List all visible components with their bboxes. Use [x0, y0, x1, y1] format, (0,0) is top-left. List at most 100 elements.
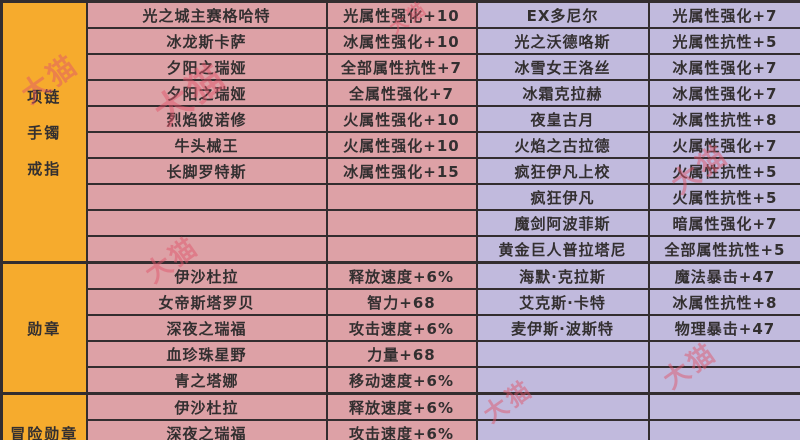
stat-value-cell: 冰属性强化+15: [325, 157, 478, 185]
item-name-cell: 海默·克拉斯: [475, 261, 650, 290]
stat-value-cell: 释放速度+6%: [325, 392, 478, 421]
table-row: 夕阳之瑞娅 全部属性抗性+7 冰雪女王洛丝 冰属性强化+7: [2, 53, 800, 81]
item-name-cell: 牛头械王: [85, 131, 328, 159]
item-name-cell: 夕阳之瑞娅: [85, 79, 328, 107]
stat-value-cell: 攻击速度+6%: [325, 419, 478, 440]
table-row: 女帝斯塔罗贝 智力+68 艾克斯·卡特 冰属性抗性+8: [2, 288, 800, 316]
table-row: 烈焰彼诺修 火属性强化+10 夜皇古月 冰属性抗性+8: [2, 105, 800, 133]
stat-value-cell: 火属性强化+10: [325, 105, 478, 133]
category-label-group: 项链 手镯 戒指: [5, 5, 84, 261]
stat-value-cell: 冰属性抗性+8: [647, 105, 800, 133]
stat-value-cell: 光属性抗性+5: [647, 27, 800, 55]
stat-value-cell: 冰属性强化+7: [647, 53, 800, 81]
item-name-cell: 青之塔娜: [85, 366, 328, 395]
stat-value-cell: 冰属性抗性+8: [647, 288, 800, 316]
table-row: 黄金巨人普拉塔尼 全部属性抗性+5: [2, 235, 800, 264]
table-row: 勋章 伊沙杜拉 释放速度+6% 海默·克拉斯 魔法暴击+47: [0, 261, 800, 395]
item-name-cell: 魔剑阿波菲斯: [475, 209, 650, 237]
empty-cell: [325, 235, 478, 264]
table-row: 冒险勋章 伊沙杜拉 释放速度+6%: [0, 392, 800, 440]
item-name-cell: 血珍珠星野: [85, 340, 328, 368]
item-name-cell: 黄金巨人普拉塔尼: [475, 235, 650, 264]
stat-value-cell: 火属性抗性+5: [647, 157, 800, 185]
table-row: 项链 手镯 戒指 光之城主赛格哈特 光属性强化+10 EX多尼尔 光属性强化+7: [0, 0, 800, 264]
empty-cell: [325, 183, 478, 211]
item-name-cell: EX多尼尔: [475, 0, 650, 29]
item-name-cell: 光之城主赛格哈特: [85, 0, 328, 29]
stat-value-cell: 火属性强化+7: [647, 131, 800, 159]
stat-value-cell: 移动速度+6%: [325, 366, 478, 395]
item-name-cell: 深夜之瑞福: [85, 314, 328, 342]
table-row: 魔剑阿波菲斯 暗属性强化+7: [2, 209, 800, 237]
table-row: 长脚罗特斯 冰属性强化+15 疯狂伊凡上校 火属性抗性+5: [2, 157, 800, 185]
category-cell-medal: 勋章: [0, 261, 88, 395]
stat-value-cell: 物理暴击+47: [647, 314, 800, 342]
section-necklace-bracelet-ring: 项链 手镯 戒指 光之城主赛格哈特 光属性强化+10 EX多尼尔 光属性强化+7 冰龙斯卡萨冰…: [0, 0, 800, 264]
table-row: 青之塔娜 移动速度+6%: [2, 366, 800, 395]
empty-cell: [647, 419, 800, 440]
category-label-group: 勋章: [5, 266, 84, 392]
empty-cell: [647, 366, 800, 395]
stat-value-cell: 全属性强化+7: [325, 79, 478, 107]
category-label: 勋章: [27, 319, 62, 338]
empty-cell: [475, 340, 650, 368]
stat-value-cell: 光属性强化+10: [325, 0, 478, 29]
empty-cell: [647, 392, 800, 421]
category-label-group: 冒险勋章: [5, 397, 84, 440]
item-name-cell: 伊沙杜拉: [85, 392, 328, 421]
stat-value-cell: 暗属性强化+7: [647, 209, 800, 237]
item-name-cell: 艾克斯·卡特: [475, 288, 650, 316]
item-name-cell: 深夜之瑞福: [85, 419, 328, 440]
category-label: 手镯: [27, 123, 62, 142]
category-cell-necklace-bracelet-ring: 项链 手镯 戒指: [0, 0, 88, 264]
item-name-cell: 长脚罗特斯: [85, 157, 328, 185]
stat-value-cell: 火属性强化+10: [325, 131, 478, 159]
item-name-cell: 麦伊斯·波斯特: [475, 314, 650, 342]
item-name-cell: 女帝斯塔罗贝: [85, 288, 328, 316]
item-name-cell: 冰霜克拉赫: [475, 79, 650, 107]
empty-cell: [475, 419, 650, 440]
category-label: 戒指: [27, 159, 62, 178]
stat-value-cell: 智力+68: [325, 288, 478, 316]
table-row: 深夜之瑞福 攻击速度+6%: [2, 419, 800, 440]
stat-value-cell: 冰属性强化+10: [325, 27, 478, 55]
stat-value-cell: 释放速度+6%: [325, 261, 478, 290]
category-cell-adventure-medal: 冒险勋章: [0, 392, 88, 440]
item-name-cell: 火焰之古拉德: [475, 131, 650, 159]
stat-value-cell: 力量+68: [325, 340, 478, 368]
item-name-cell: 光之沃德咯斯: [475, 27, 650, 55]
stat-value-cell: 魔法暴击+47: [647, 261, 800, 290]
table-row: 血珍珠星野 力量+68: [2, 340, 800, 368]
item-name-cell: 冰龙斯卡萨: [85, 27, 328, 55]
stat-value-cell: 全部属性抗性+5: [647, 235, 800, 264]
stat-value-cell: 光属性强化+7: [647, 0, 800, 29]
item-name-cell: 夕阳之瑞娅: [85, 53, 328, 81]
category-label: 项链: [27, 87, 62, 106]
table-row: 疯狂伊凡 火属性抗性+5: [2, 183, 800, 211]
stat-value-cell: 攻击速度+6%: [325, 314, 478, 342]
empty-cell: [85, 235, 328, 264]
table-row: 冰龙斯卡萨 冰属性强化+10 光之沃德咯斯 光属性抗性+5: [2, 27, 800, 55]
item-name-cell: 疯狂伊凡: [475, 183, 650, 211]
empty-cell: [85, 209, 328, 237]
empty-cell: [325, 209, 478, 237]
item-name-cell: 伊沙杜拉: [85, 261, 328, 290]
item-name-cell: 冰雪女王洛丝: [475, 53, 650, 81]
table-row: 夕阳之瑞娅 全属性强化+7 冰霜克拉赫 冰属性强化+7: [2, 79, 800, 107]
item-name-cell: 疯狂伊凡上校: [475, 157, 650, 185]
stat-value-cell: 全部属性抗性+7: [325, 53, 478, 81]
empty-cell: [475, 392, 650, 421]
table-row: 深夜之瑞福 攻击速度+6% 麦伊斯·波斯特 物理暴击+47: [2, 314, 800, 342]
table-row: 牛头械王 火属性强化+10 火焰之古拉德 火属性强化+7: [2, 131, 800, 159]
empty-cell: [85, 183, 328, 211]
empty-cell: [475, 366, 650, 395]
stat-value-cell: 火属性抗性+5: [647, 183, 800, 211]
category-label: 冒险勋章: [10, 424, 79, 440]
stat-value-cell: 冰属性强化+7: [647, 79, 800, 107]
item-name-cell: 烈焰彼诺修: [85, 105, 328, 133]
item-name-cell: 夜皇古月: [475, 105, 650, 133]
empty-cell: [647, 340, 800, 368]
